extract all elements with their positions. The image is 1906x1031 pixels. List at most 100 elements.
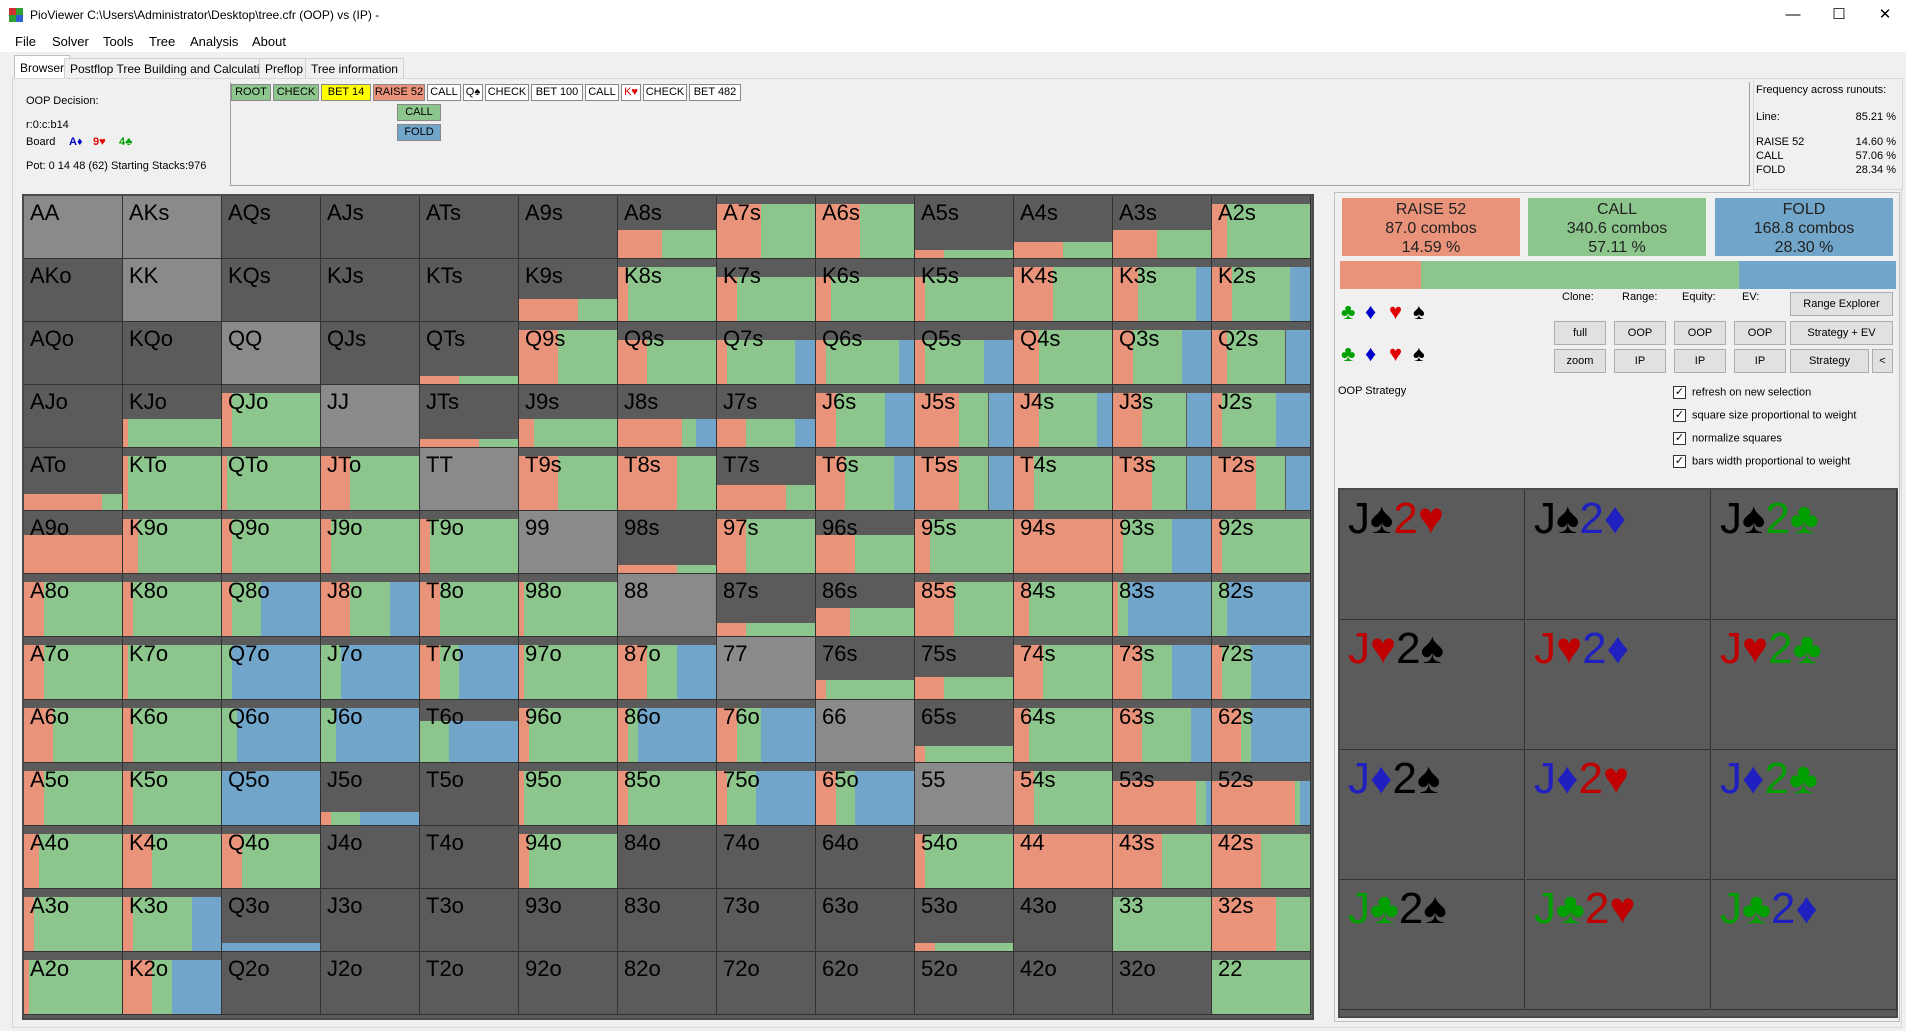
hand-cell[interactable]: J5s <box>915 385 1014 448</box>
hand-cell[interactable]: T5o <box>420 763 519 826</box>
tree-node-0[interactable]: ROOT <box>231 84 271 101</box>
checkbox-square-size[interactable]: ✓ square size proportional to weight <box>1673 409 1856 422</box>
combo-cell[interactable]: J♥2♣ <box>1712 620 1897 750</box>
hand-cell[interactable]: 65o <box>816 763 915 826</box>
menu-tools[interactable]: Tools <box>103 34 134 49</box>
hand-cell[interactable]: J6o <box>321 700 420 763</box>
hand-cell[interactable]: J7o <box>321 637 420 700</box>
hand-cell[interactable]: J8s <box>618 385 717 448</box>
hand-cell[interactable]: A9o <box>24 511 123 574</box>
combo-cell[interactable]: J♠2♥ <box>1340 490 1525 620</box>
hand-cell[interactable]: Q7o <box>222 637 321 700</box>
hand-cell[interactable]: 77 <box>717 637 816 700</box>
hand-cell[interactable]: KJs <box>321 259 420 322</box>
hand-cell[interactable]: 97s <box>717 511 816 574</box>
hand-cell[interactable]: 87s <box>717 574 816 637</box>
summary-fold[interactable]: FOLD 168.8 combos 28.30 % <box>1715 198 1893 256</box>
hand-cell[interactable]: 63s <box>1113 700 1212 763</box>
hand-cell[interactable]: 54o <box>915 826 1014 889</box>
hand-cell[interactable]: A4o <box>24 826 123 889</box>
hand-cell[interactable]: J9o <box>321 511 420 574</box>
hand-cell[interactable]: K3o <box>123 889 222 952</box>
hand-cell[interactable]: KTs <box>420 259 519 322</box>
hand-cell[interactable]: K5s <box>915 259 1014 322</box>
hand-cell[interactable]: K7o <box>123 637 222 700</box>
hand-cell[interactable]: A2s <box>1212 196 1311 259</box>
hand-cell[interactable]: Q8s <box>618 322 717 385</box>
tree-node-7[interactable]: BET 100 <box>531 84 583 101</box>
filter2-heart-icon[interactable]: ♥ <box>1389 341 1403 366</box>
hand-cell[interactable]: Q3s <box>1113 322 1212 385</box>
combo-cell[interactable]: J♦2♠ <box>1340 750 1525 880</box>
filter-heart-icon[interactable]: ♥ <box>1389 299 1403 324</box>
hand-cell[interactable]: AJs <box>321 196 420 259</box>
hand-cell[interactable]: 62o <box>816 952 915 1015</box>
hand-cell[interactable]: A7s <box>717 196 816 259</box>
hand-cell[interactable]: QTo <box>222 448 321 511</box>
hand-cell[interactable]: 83o <box>618 889 717 952</box>
hand-cell[interactable]: 53s <box>1113 763 1212 826</box>
close-button[interactable]: ✕ <box>1878 6 1892 23</box>
hand-cell[interactable]: AA <box>24 196 123 259</box>
hand-cell[interactable]: T6o <box>420 700 519 763</box>
hand-cell[interactable]: T4o <box>420 826 519 889</box>
full-button[interactable]: full <box>1554 321 1606 345</box>
hand-cell[interactable]: 83s <box>1113 574 1212 637</box>
hand-cell[interactable]: K8o <box>123 574 222 637</box>
hand-cell[interactable]: 65s <box>915 700 1014 763</box>
hand-cell[interactable]: 44 <box>1014 826 1113 889</box>
hand-cell[interactable]: 42s <box>1212 826 1311 889</box>
hand-cell[interactable]: 84o <box>618 826 717 889</box>
hand-cell[interactable]: K4s <box>1014 259 1113 322</box>
tree-node-3[interactable]: RAISE 52 <box>373 84 425 101</box>
hand-cell[interactable]: K9s <box>519 259 618 322</box>
checkbox-normalize[interactable]: ✓ normalize squares <box>1673 432 1782 445</box>
hand-cell[interactable]: 94o <box>519 826 618 889</box>
hand-cell[interactable]: A3s <box>1113 196 1212 259</box>
hand-cell[interactable]: 82o <box>618 952 717 1015</box>
hand-cell[interactable]: 32s <box>1212 889 1311 952</box>
hand-cell[interactable]: TT <box>420 448 519 511</box>
hand-cell[interactable]: K3s <box>1113 259 1212 322</box>
hand-cell[interactable]: 82s <box>1212 574 1311 637</box>
hand-cell[interactable]: 72o <box>717 952 816 1015</box>
combo-cell[interactable]: J♦2♥ <box>1526 750 1711 880</box>
hand-cell[interactable]: 76s <box>816 637 915 700</box>
tree-node-1[interactable]: CHECK <box>273 84 319 101</box>
hand-cell[interactable]: 43o <box>1014 889 1113 952</box>
hand-cell[interactable]: 88 <box>618 574 717 637</box>
menu-about[interactable]: About <box>252 34 286 49</box>
hand-cell[interactable]: QQ <box>222 322 321 385</box>
tree-option-fold[interactable]: FOLD <box>397 124 441 141</box>
hand-cell[interactable]: 76o <box>717 700 816 763</box>
hand-cell[interactable]: 53o <box>915 889 1014 952</box>
hand-cell[interactable]: J9s <box>519 385 618 448</box>
hand-cell[interactable]: K7s <box>717 259 816 322</box>
tab-tree-information[interactable]: Tree information <box>305 58 404 79</box>
hand-cell[interactable]: 93s <box>1113 511 1212 574</box>
range-oop-button[interactable]: OOP <box>1614 321 1666 345</box>
hand-cell[interactable]: 94s <box>1014 511 1113 574</box>
hand-cell[interactable]: K6s <box>816 259 915 322</box>
filter-diamond-icon[interactable]: ♦ <box>1365 299 1377 324</box>
hand-cell[interactable]: 52s <box>1212 763 1311 826</box>
filter-spade-icon[interactable]: ♠ <box>1413 299 1425 324</box>
hand-cell[interactable]: 86s <box>816 574 915 637</box>
hand-cell[interactable]: T7s <box>717 448 816 511</box>
hand-cell[interactable]: 95o <box>519 763 618 826</box>
hand-cell[interactable]: A3o <box>24 889 123 952</box>
hand-cell[interactable]: JTo <box>321 448 420 511</box>
checkbox-bars-width[interactable]: ✓ bars width proportional to weight <box>1673 455 1850 468</box>
combo-cell[interactable]: J♣2♦ <box>1712 880 1897 1010</box>
hand-cell[interactable]: J4s <box>1014 385 1113 448</box>
hand-cell[interactable]: J2o <box>321 952 420 1015</box>
combo-cell[interactable]: J♠2♣ <box>1712 490 1897 620</box>
hand-cell[interactable]: Q2o <box>222 952 321 1015</box>
hand-cell[interactable]: 92s <box>1212 511 1311 574</box>
summary-raise[interactable]: RAISE 52 87.0 combos 14.59 % <box>1342 198 1520 256</box>
hand-cell[interactable]: A6o <box>24 700 123 763</box>
equity-ip-button[interactable]: IP <box>1674 349 1726 373</box>
hand-cell[interactable]: A6s <box>816 196 915 259</box>
combo-cell[interactable]: J♦2♣ <box>1712 750 1897 880</box>
hand-cell[interactable]: 99 <box>519 511 618 574</box>
